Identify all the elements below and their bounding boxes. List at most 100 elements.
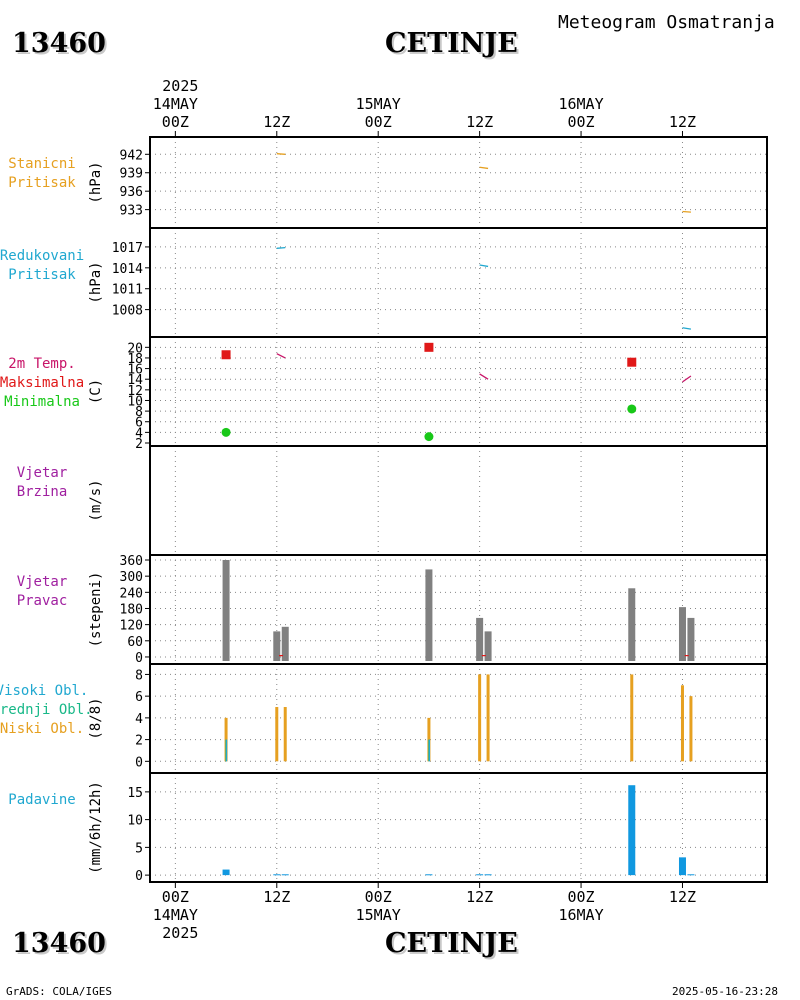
cloud-bar-0-7 [680,685,684,762]
bottom-hour-label-4: 00Z [567,888,595,906]
wind-direction-bar-8 [687,617,695,661]
clouds-label-1: Srednji Obl. [0,702,93,718]
pressure_reduced-ytick-label-3: 1008 [112,304,143,319]
clouds-ytick-label-1: 6 [135,690,143,705]
top-date-label-4: 16MAY [558,95,604,113]
wind-direction-bar-2 [281,626,289,661]
max-temp-point-0 [221,350,231,360]
max-temp-point-2 [627,357,637,367]
wind_direction-ytick-label-2: 240 [120,586,143,601]
station-id: 13460 [12,28,106,59]
precipitation-ytick-label-1: 10 [127,814,143,829]
temperature-line-segment-0 [276,353,286,359]
bottom-hour-label-2: 00Z [364,888,392,906]
bottom-date-label-2: 15MAY [355,906,401,924]
temperature-label-2: Minimalna [4,394,80,410]
cloud-bar-0-1 [275,707,279,762]
temperature-ytick-label-4: 12 [127,384,143,399]
wind-direction-bar-7 [678,607,686,661]
top-date-label-2: 15MAY [355,95,401,113]
precipitation-bar-4 [476,874,484,876]
bottom-hour-label-3: 12Z [466,888,494,906]
temperature-line-segment-2 [682,375,692,383]
clouds-ytick-label-3: 2 [135,734,143,749]
cloud-bar-2-1 [428,739,431,762]
footer-timestamp: 2025-05-16-23:28 [672,985,778,998]
wind_direction-label-1: Pravac [16,593,68,609]
footer-station-name: CETINJE [385,928,518,959]
bottom-date-label-0: 14MAY [152,906,198,924]
pressure_station-ytick-label-1: 939 [120,167,143,182]
temperature-ytick-label-5: 10 [127,394,143,409]
footer-software: GrADS: COLA/IGES [6,985,112,998]
temperature-ytick-label-3: 14 [127,373,143,388]
top-hour-label-3: 12Z [466,113,494,131]
min-temp-point-2 [627,404,637,414]
wind-direction-bar-6 [628,588,636,661]
precipitation-ytick-label-0: 15 [127,786,143,801]
pressure_reduced-label-1: Pritisak [8,267,76,283]
bottom-hour-label-0: 00Z [161,888,189,906]
pressure_station-line-segment-2 [682,210,691,213]
wind_direction-ytick-label-4: 120 [120,619,143,634]
clouds-ytick-label-4: 0 [135,755,143,770]
cloud-bar-0-5 [486,674,490,762]
precipitation-ylabel: (mm/6h/12h) [88,781,104,874]
cloud-bar-0-6 [630,674,634,762]
pressure_reduced-ytick-label-2: 1011 [112,283,143,298]
temperature-panel-frame [149,336,768,447]
wind-direction-bar-4 [476,617,484,661]
pressure_reduced-ylabel: (hPa) [88,261,104,303]
cloud-bar-0-4 [478,674,482,762]
clouds-label-0: Visoki Obl. [0,683,89,699]
wind_direction-ytick-label-0: 360 [120,554,143,569]
precipitation-bar-1 [273,874,281,876]
min-temp-point-1 [424,432,434,442]
pressure_station-ylabel: (hPa) [88,161,104,203]
pressure_reduced-label-0: Redukovani [0,248,85,264]
clouds-ylabel: (8/8) [88,697,104,739]
top-date-label-0: 14MAY [152,95,198,113]
temperature-ytick-label-8: 4 [135,426,143,441]
wind_direction-ytick-label-6: 0 [135,651,143,666]
meteogram-title: Meteogram Osmatranja [558,12,775,33]
precipitation-label-0: Padavine [8,792,76,808]
wind-direction-bar-3 [425,569,433,661]
top-hour-label-5: 12Z [668,113,697,131]
precipitation-ytick-label-2: 5 [135,841,143,856]
wind-direction-bar-1 [273,631,281,661]
wind_speed-label-1: Brzina [16,484,68,500]
cloud-bar-0-8 [689,696,693,762]
top-hour-label-0: 00Z [161,113,189,131]
temperature-line-segment-1 [479,373,489,380]
top-hour-label-2: 00Z [364,113,392,131]
bottom-hour-label-1: 12Z [263,888,291,906]
wind_direction-ytick-label-1: 300 [120,570,143,585]
temperature-ytick-label-2: 16 [127,363,143,378]
min-temp-point-0 [221,427,231,437]
max-temp-point-1 [424,342,434,352]
bottom-date-label-4: 16MAY [558,906,604,924]
cloud-bar-2-0 [225,739,228,762]
clouds-label-2: Niski Obl. [0,721,85,737]
precipitation-panel-frame [149,772,768,883]
pressure_station-label-1: Pritisak [8,175,76,191]
pressure_station-label-0: Stanicni [8,156,76,172]
station-name: CETINJE [385,28,518,59]
precipitation-bar-0 [222,869,230,876]
pressure_reduced-line-segment-1 [479,264,489,268]
wind_speed-label-0: Vjetar [16,465,68,481]
temperature-ytick-label-0: 20 [127,341,143,356]
temperature-ytick-label-1: 18 [127,352,143,367]
temperature-label-0: 2m Temp. [8,356,76,372]
precipitation-bar-2 [281,874,289,876]
pressure_reduced-line-segment-0 [276,246,286,249]
wind-direction-bar-0 [222,560,230,661]
footer-station-id: 13460 [12,928,106,959]
pressure_station-ytick-label-2: 936 [120,185,143,200]
pressure_reduced-line-segment-2 [682,327,692,330]
top-year-label: 2025 [162,77,199,95]
pressure_reduced-panel-frame [149,227,768,338]
top-hour-label-1: 12Z [263,113,291,131]
temperature-label-1: Maksimalna [0,375,85,391]
